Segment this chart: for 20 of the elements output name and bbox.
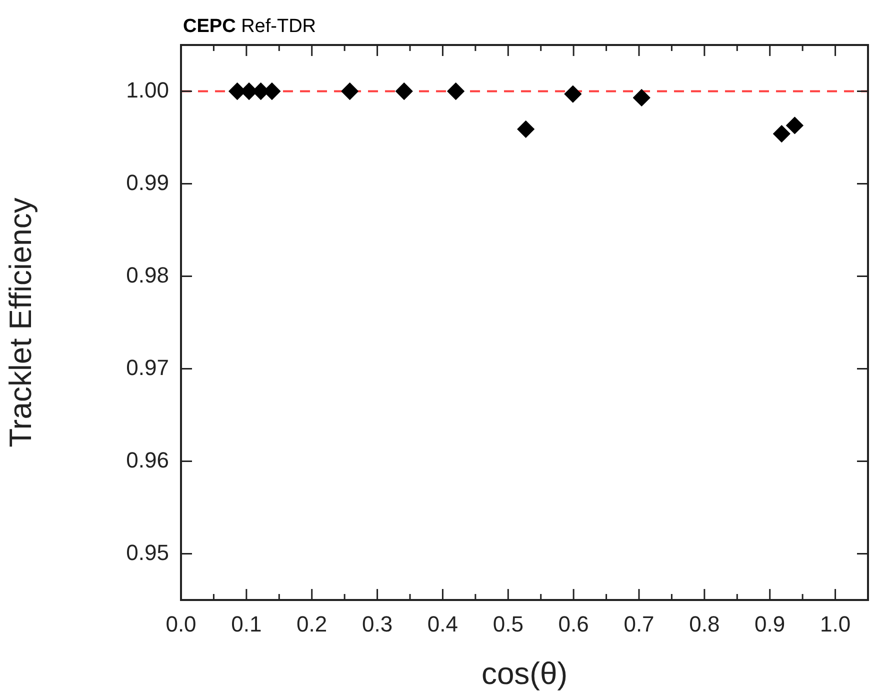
y-tick-label: 0.99 <box>126 170 169 195</box>
x-tick-label: 1.0 <box>820 611 851 636</box>
x-tick-label: 0.2 <box>296 611 328 636</box>
y-tick-label: 0.96 <box>126 447 169 472</box>
y-tick-label: 0.97 <box>126 354 169 380</box>
x-tick-label: 0.6 <box>558 611 589 636</box>
x-axis-title: cos(θ) <box>481 656 568 691</box>
y-axis-title: Tracklet Efficiency <box>3 197 38 448</box>
x-tick-label: 0.1 <box>231 611 262 636</box>
x-tick-label: 0.5 <box>492 611 524 636</box>
chart-title: CEPC Ref-TDR <box>183 16 316 38</box>
x-tick-label: 0.0 <box>166 611 196 636</box>
y-tick-label: 0.98 <box>126 262 169 288</box>
x-tick-label: 0.7 <box>624 611 654 636</box>
y-tick-label: 0.95 <box>126 540 169 565</box>
x-tick-label: 0.4 <box>427 611 458 636</box>
y-tick-label: 1.00 <box>126 77 169 102</box>
x-tick-label: 0.8 <box>689 611 720 636</box>
x-tick-label: 0.3 <box>362 611 393 636</box>
x-tick-label: 0.9 <box>754 611 786 636</box>
